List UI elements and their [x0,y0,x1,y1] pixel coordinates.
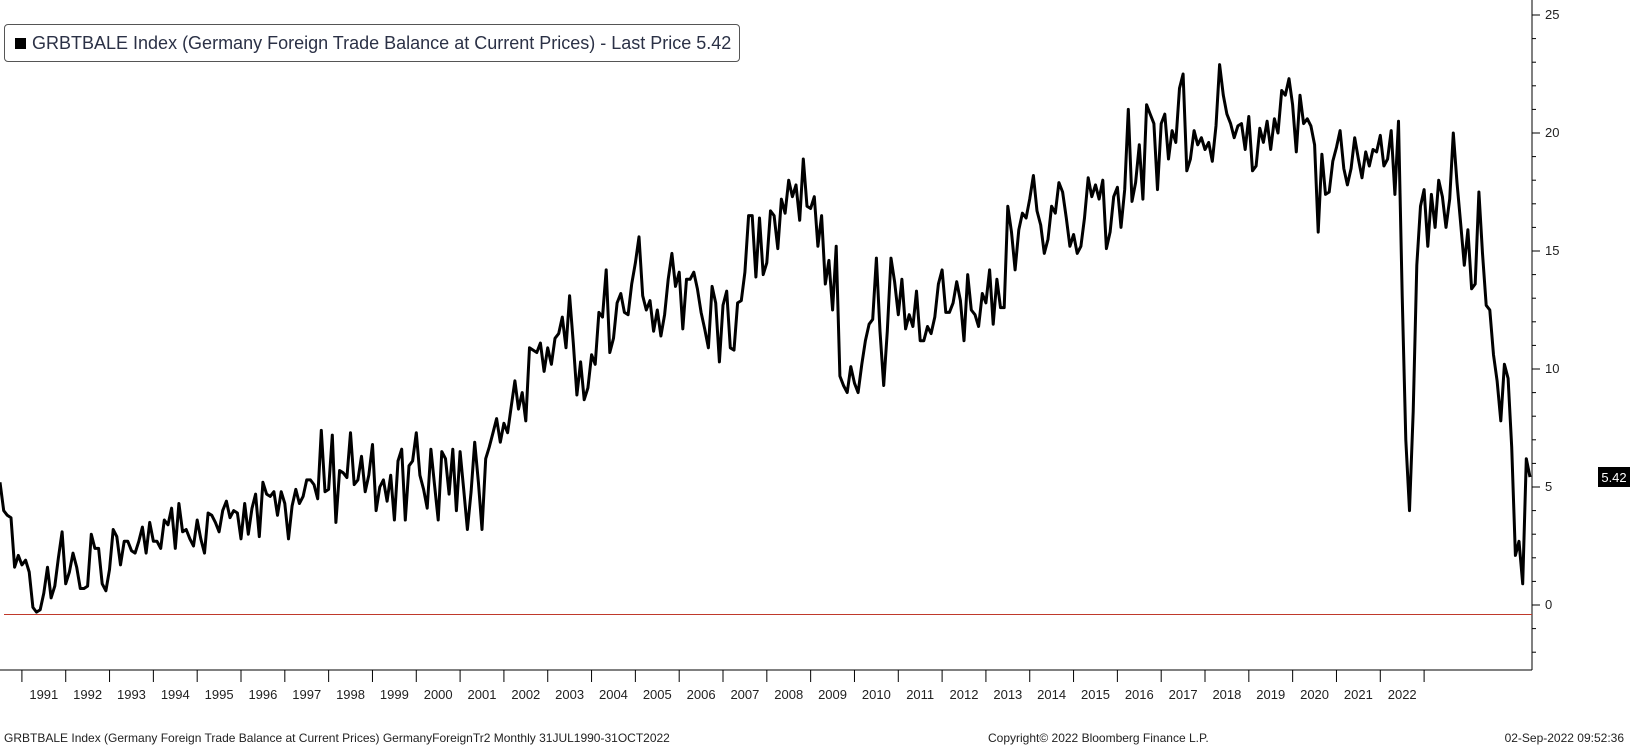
x-tick-label: 2017 [1169,687,1198,702]
legend-text: GRBTBALE Index (Germany Foreign Trade Ba… [32,32,732,53]
y-tick-label: 25 [1545,7,1559,22]
x-axis: 1991 1992 1993 1994 1995 1996 1997 1998 1999 2000… [0,669,1532,702]
x-tick-label: 2016 [1125,687,1154,702]
y-axis: 0 5 10 15 20 25 [1531,0,1559,670]
x-tick-label: 1996 [248,687,277,702]
x-tick-label: 2006 [687,687,716,702]
x-tick-label: 2019 [1256,687,1285,702]
x-tick-label: 2009 [818,687,847,702]
x-tick-label: 2010 [862,687,891,702]
x-tick-label: 2022 [1388,687,1417,702]
x-tick-label: 2004 [599,687,628,702]
x-tick-label: 1998 [336,687,365,702]
x-tick-label: 1999 [380,687,409,702]
x-tick-label: 2021 [1344,687,1373,702]
x-tick-label: 2015 [1081,687,1110,702]
x-tick-label: 2005 [643,687,672,702]
x-tick-label: 2002 [511,687,540,702]
x-tick-label: 1997 [292,687,321,702]
series-line [0,63,1532,614]
y-tick-label: 5 [1545,479,1552,494]
x-tick-label: 2012 [950,687,979,702]
footer-left: GRBTBALE Index (Germany Foreign Trade Ba… [4,731,670,745]
x-tick-label: 2001 [468,687,497,702]
footer-timestamp: 02-Sep-2022 09:52:36 [1504,731,1624,745]
legend: GRBTBALE Index (Germany Foreign Trade Ba… [4,24,741,62]
last-price-tag: 5.42 [1598,467,1630,488]
x-tick-label: 1992 [73,687,102,702]
x-tick-label: 2011 [906,687,934,702]
x-tick-label: 2013 [993,687,1022,702]
legend-swatch-icon [15,37,26,49]
y-tick-label: 15 [1545,243,1559,258]
x-tick-label: 2018 [1212,687,1241,702]
x-tick-label: 2014 [1037,687,1066,702]
y-tick-label: 10 [1545,361,1559,376]
y-tick-label: 0 [1545,597,1552,612]
x-tick-label: 2003 [555,687,584,702]
x-tick-label: 2000 [424,687,453,702]
x-tick-label: 2020 [1300,687,1329,702]
footer-copyright: Copyright© 2022 Bloomberg Finance L.P. [988,731,1209,745]
x-tick-label: 1991 [29,687,58,702]
x-tick-label: 1993 [117,687,146,702]
x-tick-label: 2007 [730,687,759,702]
x-tick-label: 2008 [774,687,803,702]
x-tick-label: 1994 [161,687,190,702]
y-tick-label: 20 [1545,125,1559,140]
x-tick-label: 1995 [205,687,234,702]
